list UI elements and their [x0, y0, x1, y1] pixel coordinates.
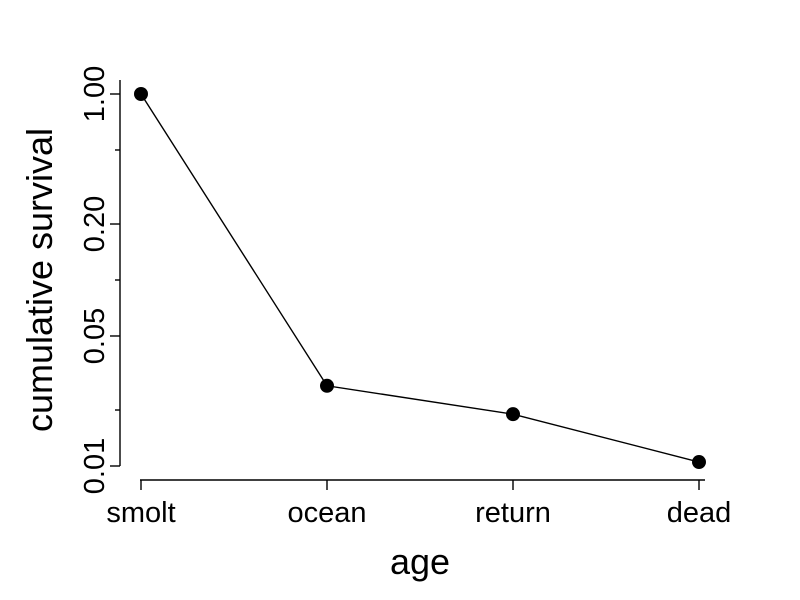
y-tick-label: 0.01 [79, 438, 111, 494]
x-tick-label: smolt [106, 497, 175, 529]
x-tick-label: dead [667, 497, 732, 529]
x-ticks: smolt ocean return dead [106, 480, 731, 529]
data-point-dead [692, 455, 706, 470]
data-point-ocean [320, 378, 334, 393]
y-tick-label: 1.00 [79, 66, 111, 122]
x-tick-label: ocean [287, 497, 366, 529]
y-tick-label: 0.20 [79, 196, 111, 252]
data-point-smolt [134, 87, 148, 101]
y-axis-title: cumulative survival [19, 128, 60, 432]
series [134, 87, 706, 470]
y-tick-label: 0.05 [79, 308, 111, 364]
series-line [140, 93, 700, 463]
x-axis-title: age [390, 541, 450, 582]
x-tick-label: return [475, 497, 551, 529]
y-ticks: 1.00 0.20 0.05 0.01 [79, 66, 120, 494]
data-point-return [506, 407, 520, 422]
axes [119, 80, 705, 481]
